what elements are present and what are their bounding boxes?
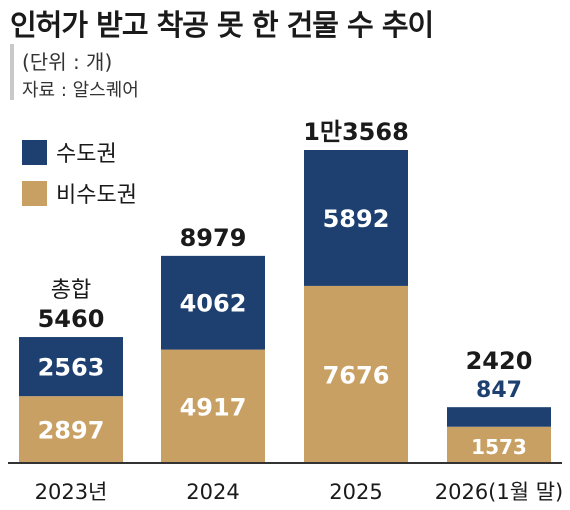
x-tick-label-1: 2024	[186, 480, 239, 504]
bar-noncapital-3	[447, 426, 551, 463]
legend-label-0: 수도권	[56, 142, 117, 167]
value-label-capital-1: 4062	[180, 290, 247, 318]
value-label-noncapital-3: 1573	[471, 435, 527, 459]
bar-capital-2	[304, 150, 408, 286]
chart-title: 인허가 받고 착공 못 한 건물 수 추이	[10, 8, 434, 42]
value-label-capital-2: 5892	[323, 205, 390, 233]
bar-noncapital-1	[161, 349, 265, 463]
total-prefix-label: 총합	[51, 278, 91, 303]
value-label-capital-0: 2563	[38, 354, 105, 382]
total-label-1: 8979	[180, 224, 247, 252]
bar-capital-0	[19, 337, 123, 397]
total-label-2: 1만3568	[303, 118, 409, 146]
value-label-noncapital-0: 2897	[38, 417, 105, 445]
x-tick-label-2: 2025	[329, 480, 382, 504]
bar-noncapital-2	[304, 285, 408, 463]
x-tick-label-3: 2026(1월 말)	[435, 480, 564, 504]
total-label-3: 2420	[466, 347, 533, 375]
value-label-noncapital-1: 4917	[180, 393, 247, 421]
unit-label: (단위 : 개)	[22, 50, 113, 74]
header-rule	[10, 44, 14, 100]
legend-swatch-0	[22, 140, 47, 165]
bar-noncapital-0	[19, 396, 123, 463]
value-label-capital-3: 847	[476, 378, 522, 403]
source-label: 자료 : 알스퀘어	[22, 80, 139, 101]
legend-label-1: 비수도권	[56, 183, 137, 208]
bar-capital-1	[161, 255, 265, 350]
bar-capital-3	[447, 407, 551, 427]
x-tick-label-0: 2023년	[35, 480, 108, 504]
total-label-0: 5460	[38, 305, 105, 333]
value-label-noncapital-2: 7676	[323, 361, 390, 389]
legend-swatch-1	[22, 181, 47, 206]
